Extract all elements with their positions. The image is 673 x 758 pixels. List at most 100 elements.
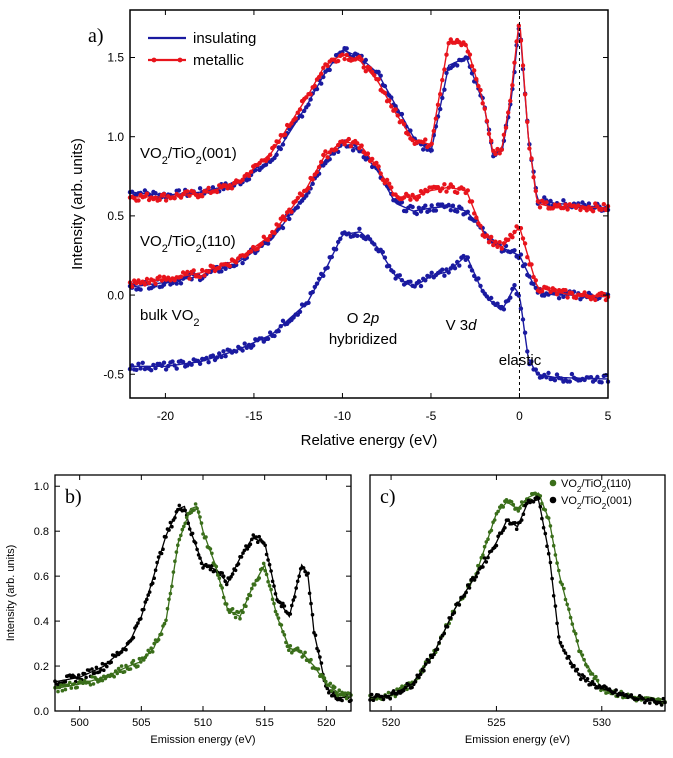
data-point bbox=[421, 147, 426, 152]
data-point bbox=[105, 664, 109, 669]
legend-label-metallic: metallic bbox=[193, 52, 244, 69]
data-point bbox=[100, 678, 105, 683]
data-point bbox=[344, 696, 349, 701]
data-point bbox=[200, 267, 205, 273]
data-point bbox=[116, 666, 121, 671]
data-point bbox=[176, 188, 182, 193]
data-point bbox=[236, 610, 241, 615]
data-point bbox=[546, 370, 551, 376]
data-point bbox=[91, 682, 96, 686]
data-point bbox=[63, 687, 68, 692]
data-point bbox=[603, 297, 609, 303]
data-point bbox=[242, 341, 247, 346]
data-point bbox=[565, 207, 570, 212]
data-point bbox=[178, 195, 184, 200]
data-point bbox=[569, 371, 575, 377]
data-point bbox=[340, 698, 344, 703]
data-point bbox=[659, 703, 664, 707]
data-point bbox=[129, 284, 135, 289]
data-point bbox=[584, 208, 589, 213]
data-point bbox=[200, 194, 205, 199]
data-point bbox=[337, 688, 342, 692]
y-tick-label: 0.4 bbox=[34, 616, 49, 628]
x-tick-label: 525 bbox=[487, 717, 505, 729]
x-tick-label: -15 bbox=[245, 409, 263, 423]
data-point bbox=[187, 276, 192, 281]
data-point bbox=[661, 696, 666, 701]
data-point bbox=[509, 500, 514, 504]
data-point bbox=[100, 661, 105, 666]
data-point bbox=[442, 273, 447, 278]
data-point bbox=[99, 668, 103, 672]
data-point bbox=[295, 646, 300, 650]
data-point bbox=[180, 359, 186, 365]
data-point bbox=[137, 656, 142, 661]
panel-label: a) bbox=[88, 25, 104, 47]
data-point bbox=[455, 190, 460, 195]
legend-label-1: VO2/TiO2(001) bbox=[561, 495, 632, 511]
data-point bbox=[416, 205, 422, 210]
data-point bbox=[573, 295, 579, 301]
data-point bbox=[87, 668, 91, 672]
data-point bbox=[489, 234, 494, 240]
data-point bbox=[561, 198, 566, 203]
data-point bbox=[136, 664, 140, 668]
data-point bbox=[516, 509, 521, 513]
data-point bbox=[601, 202, 606, 207]
data-point bbox=[238, 616, 242, 621]
plot-frame bbox=[369, 474, 666, 712]
data-point bbox=[177, 503, 182, 508]
data-point bbox=[240, 348, 245, 353]
series-metallic bbox=[127, 23, 611, 214]
data-point bbox=[97, 679, 102, 683]
data-point bbox=[210, 353, 216, 358]
data-point bbox=[157, 274, 162, 279]
data-point bbox=[323, 149, 328, 154]
series-line bbox=[130, 231, 609, 380]
y-tick-label: 1.0 bbox=[34, 481, 49, 493]
plot-frame bbox=[129, 9, 609, 399]
data-point bbox=[381, 697, 386, 702]
data-point bbox=[330, 689, 334, 693]
data-point bbox=[219, 269, 224, 274]
data-point bbox=[391, 689, 396, 693]
data-point bbox=[342, 56, 347, 62]
data-point bbox=[178, 281, 184, 286]
annotation-vo2-tio2-110: VO2/TiO2(110) bbox=[140, 233, 236, 255]
data-point bbox=[429, 270, 434, 275]
y-tick-label: -0.5 bbox=[103, 367, 124, 381]
data-point bbox=[448, 37, 453, 42]
data-point bbox=[254, 535, 259, 539]
legend-marker-1 bbox=[549, 496, 557, 504]
annotation-hybridized: hybridized bbox=[329, 331, 397, 348]
series-vo2-tio2-001- bbox=[368, 495, 667, 707]
data-point bbox=[565, 295, 570, 300]
data-point bbox=[206, 360, 211, 365]
series-vo2-tio2-001- bbox=[53, 503, 353, 704]
data-point bbox=[328, 681, 333, 686]
series-line bbox=[129, 140, 608, 298]
data-point bbox=[214, 189, 220, 195]
series-insulating bbox=[127, 226, 611, 385]
data-point bbox=[427, 208, 432, 213]
data-point bbox=[448, 208, 453, 213]
data-point bbox=[410, 204, 415, 210]
data-point bbox=[563, 202, 568, 207]
data-point bbox=[227, 263, 232, 269]
data-point bbox=[163, 198, 169, 203]
data-point bbox=[491, 242, 496, 248]
data-point bbox=[435, 185, 441, 190]
legend-marker bbox=[177, 57, 183, 63]
x-tick-label: 520 bbox=[382, 717, 400, 729]
y-tick-label: 1.0 bbox=[107, 130, 124, 144]
data-point bbox=[554, 372, 560, 377]
data-point bbox=[497, 151, 502, 156]
data-point bbox=[586, 201, 592, 206]
data-point bbox=[75, 685, 79, 690]
data-point bbox=[512, 248, 517, 253]
data-point bbox=[418, 283, 424, 289]
data-point bbox=[56, 689, 60, 694]
data-point bbox=[122, 670, 127, 674]
data-point bbox=[556, 202, 562, 207]
x-tick-label: -5 bbox=[426, 409, 437, 423]
